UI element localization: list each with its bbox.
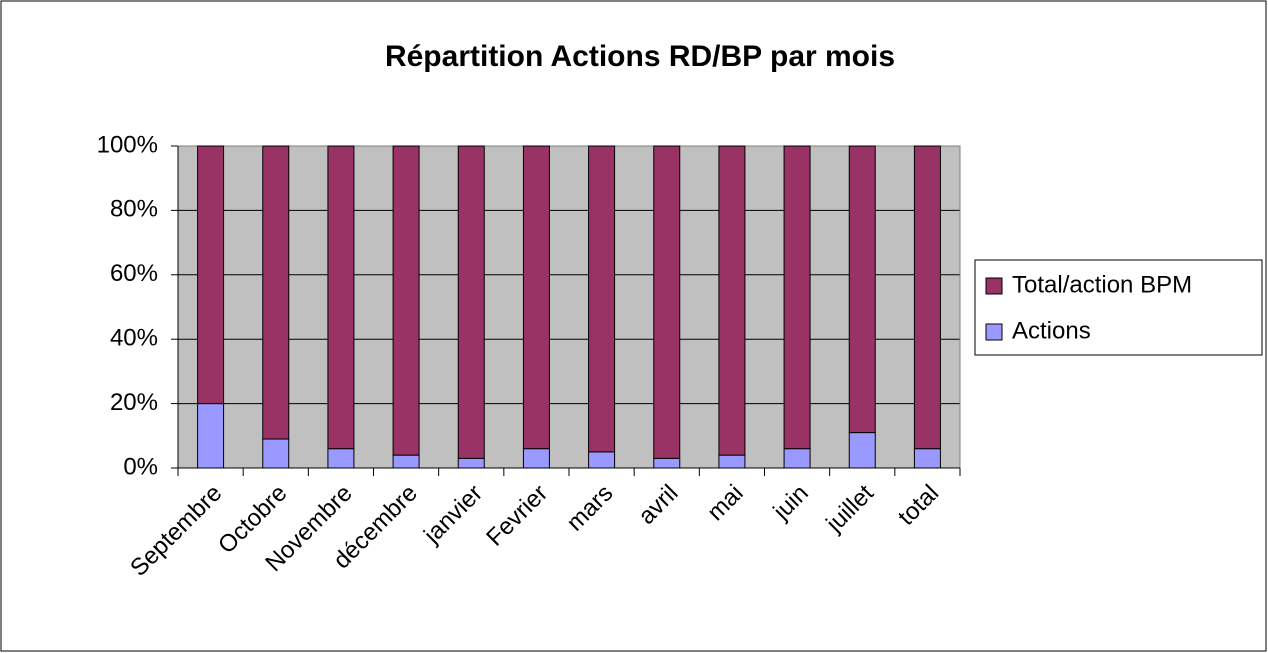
bar-segment <box>197 145 225 405</box>
bar-segment <box>262 438 290 469</box>
bar-segment <box>262 145 290 440</box>
bar-segment <box>457 457 485 469</box>
bar-segment <box>718 145 746 456</box>
bar-segment <box>457 145 485 459</box>
bar-segment <box>522 448 550 469</box>
bar-segment <box>913 448 941 469</box>
bar-segment <box>783 145 811 450</box>
plot-area <box>178 146 960 468</box>
bar-segment <box>197 403 225 469</box>
y-tick-label: 0% <box>123 453 158 480</box>
bar-segment <box>392 145 420 456</box>
bar-segment <box>327 448 355 469</box>
legend-swatch <box>985 277 1003 295</box>
bar-segment <box>718 454 746 469</box>
bar-segment <box>848 432 876 469</box>
legend-label: Actions <box>1012 317 1091 344</box>
y-tick-label: 80% <box>110 196 158 223</box>
bar-segment <box>327 145 355 450</box>
bar-segment <box>653 457 681 469</box>
y-tick-label: 20% <box>110 389 158 416</box>
bar-segment <box>392 454 420 469</box>
bar-segment <box>848 145 876 434</box>
bar-segment <box>588 145 616 453</box>
y-tick-label: 40% <box>110 325 158 352</box>
bar-segment <box>653 145 681 459</box>
y-tick-label: 100% <box>97 131 158 158</box>
bar-segment <box>588 451 616 469</box>
legend-box <box>974 259 1263 356</box>
bar-segment <box>913 145 941 450</box>
chart-title: Répartition Actions RD/BP par mois <box>385 40 895 73</box>
bar-segment <box>522 145 550 450</box>
legend-label: Total/action BPM <box>1012 271 1192 298</box>
bar-segment <box>783 448 811 469</box>
y-tick-label: 60% <box>110 260 158 287</box>
legend-swatch <box>985 323 1003 341</box>
